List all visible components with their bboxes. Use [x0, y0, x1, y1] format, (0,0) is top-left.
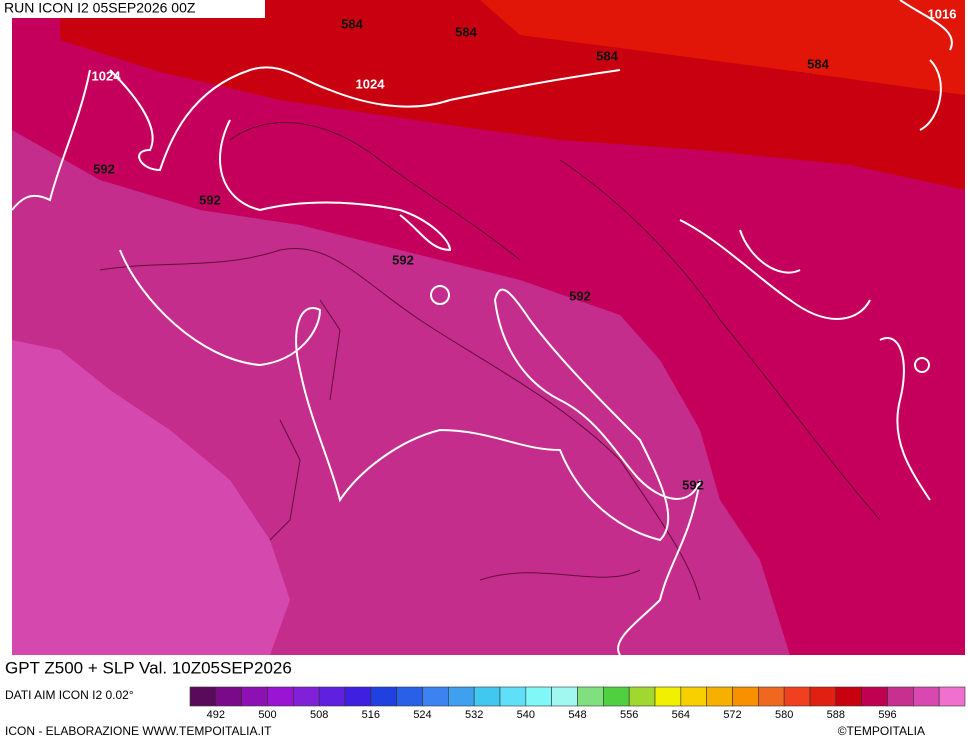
scale-tick-label: 508	[310, 709, 328, 721]
scale-tick-label: 548	[568, 709, 586, 721]
color-swatch	[887, 686, 914, 707]
z500-band-580	[480, 0, 965, 95]
color-swatch	[499, 686, 527, 707]
color-swatch	[706, 686, 733, 707]
color-swatch	[370, 686, 397, 707]
color-swatch	[293, 686, 320, 707]
run-box	[0, 0, 265, 18]
scale-tick-label: 556	[620, 709, 638, 721]
isobar	[617, 0, 953, 656]
contour-label: 584	[341, 16, 363, 31]
color-swatch	[267, 686, 294, 707]
contour-label: 1024	[356, 76, 386, 91]
z500-band-596	[12, 340, 290, 655]
contour-label: 592	[392, 252, 414, 267]
color-swatch	[628, 686, 656, 707]
scale-tick-label: 588	[827, 709, 845, 721]
color-swatch	[344, 686, 372, 707]
color-swatch	[654, 686, 682, 707]
isobar	[914, 357, 930, 373]
color-swatch	[783, 686, 811, 707]
contour-label: 584	[455, 24, 477, 39]
data-source: DATI AIM ICON I2 0.02°	[5, 688, 134, 702]
contour-label: 584	[807, 56, 829, 71]
copyright: ©TEMPOITALIA	[838, 724, 925, 738]
contour-label: 592	[569, 288, 591, 303]
color-swatch	[861, 686, 888, 707]
color-swatch	[318, 686, 346, 707]
scale-tick-label: 580	[775, 709, 793, 721]
scale-tick-label: 524	[413, 709, 431, 721]
color-swatch	[525, 686, 552, 707]
isobar	[430, 285, 450, 305]
contour-label: 592	[682, 477, 704, 492]
color-swatch	[189, 686, 217, 707]
isobar	[119, 249, 701, 542]
color-swatch	[215, 686, 242, 707]
product-title: GPT Z500 + SLP Val. 10Z05SEP2026	[5, 658, 292, 677]
credit: ICON - ELABORAZIONE WWW.TEMPOITALIA.IT	[5, 724, 272, 738]
color-scale: 492 500 508 516 524 532 540 548 556 564 572 580 588 5…	[189, 686, 966, 721]
scale-tick-label: 492	[207, 709, 225, 721]
scale-tick-label: 540	[517, 709, 535, 721]
color-swatch	[835, 686, 862, 707]
color-swatch	[938, 686, 966, 707]
scale-tick-label: 516	[362, 709, 380, 721]
scale-tick-label: 564	[672, 709, 690, 721]
contour-label: 1024	[92, 68, 122, 83]
color-swatch	[473, 686, 501, 707]
color-swatch	[732, 686, 759, 707]
coastline	[99, 122, 881, 601]
color-swatch	[396, 686, 423, 707]
scale-tick-label: 500	[258, 709, 276, 721]
contour-label: 1016	[928, 6, 957, 21]
scale-tick-label: 532	[465, 709, 483, 721]
color-swatch	[809, 686, 837, 707]
color-swatch	[577, 686, 604, 707]
isobar	[11, 66, 621, 252]
product-box	[0, 655, 413, 683]
scale-tick-label: 572	[723, 709, 741, 721]
contour-label: 584	[596, 48, 618, 63]
color-swatch	[913, 686, 940, 707]
color-swatch	[758, 686, 785, 707]
color-swatch	[680, 686, 707, 707]
color-swatch	[603, 686, 630, 707]
run-label: RUN ICON I2 05SEP2026 00Z	[4, 0, 196, 16]
contour-label: 592	[199, 192, 221, 207]
color-swatch	[241, 686, 268, 707]
color-swatch	[422, 686, 449, 707]
color-swatch	[448, 686, 475, 707]
color-swatch	[551, 686, 578, 707]
scale-tick-label: 596	[878, 709, 896, 721]
contour-label: 592	[93, 161, 115, 176]
